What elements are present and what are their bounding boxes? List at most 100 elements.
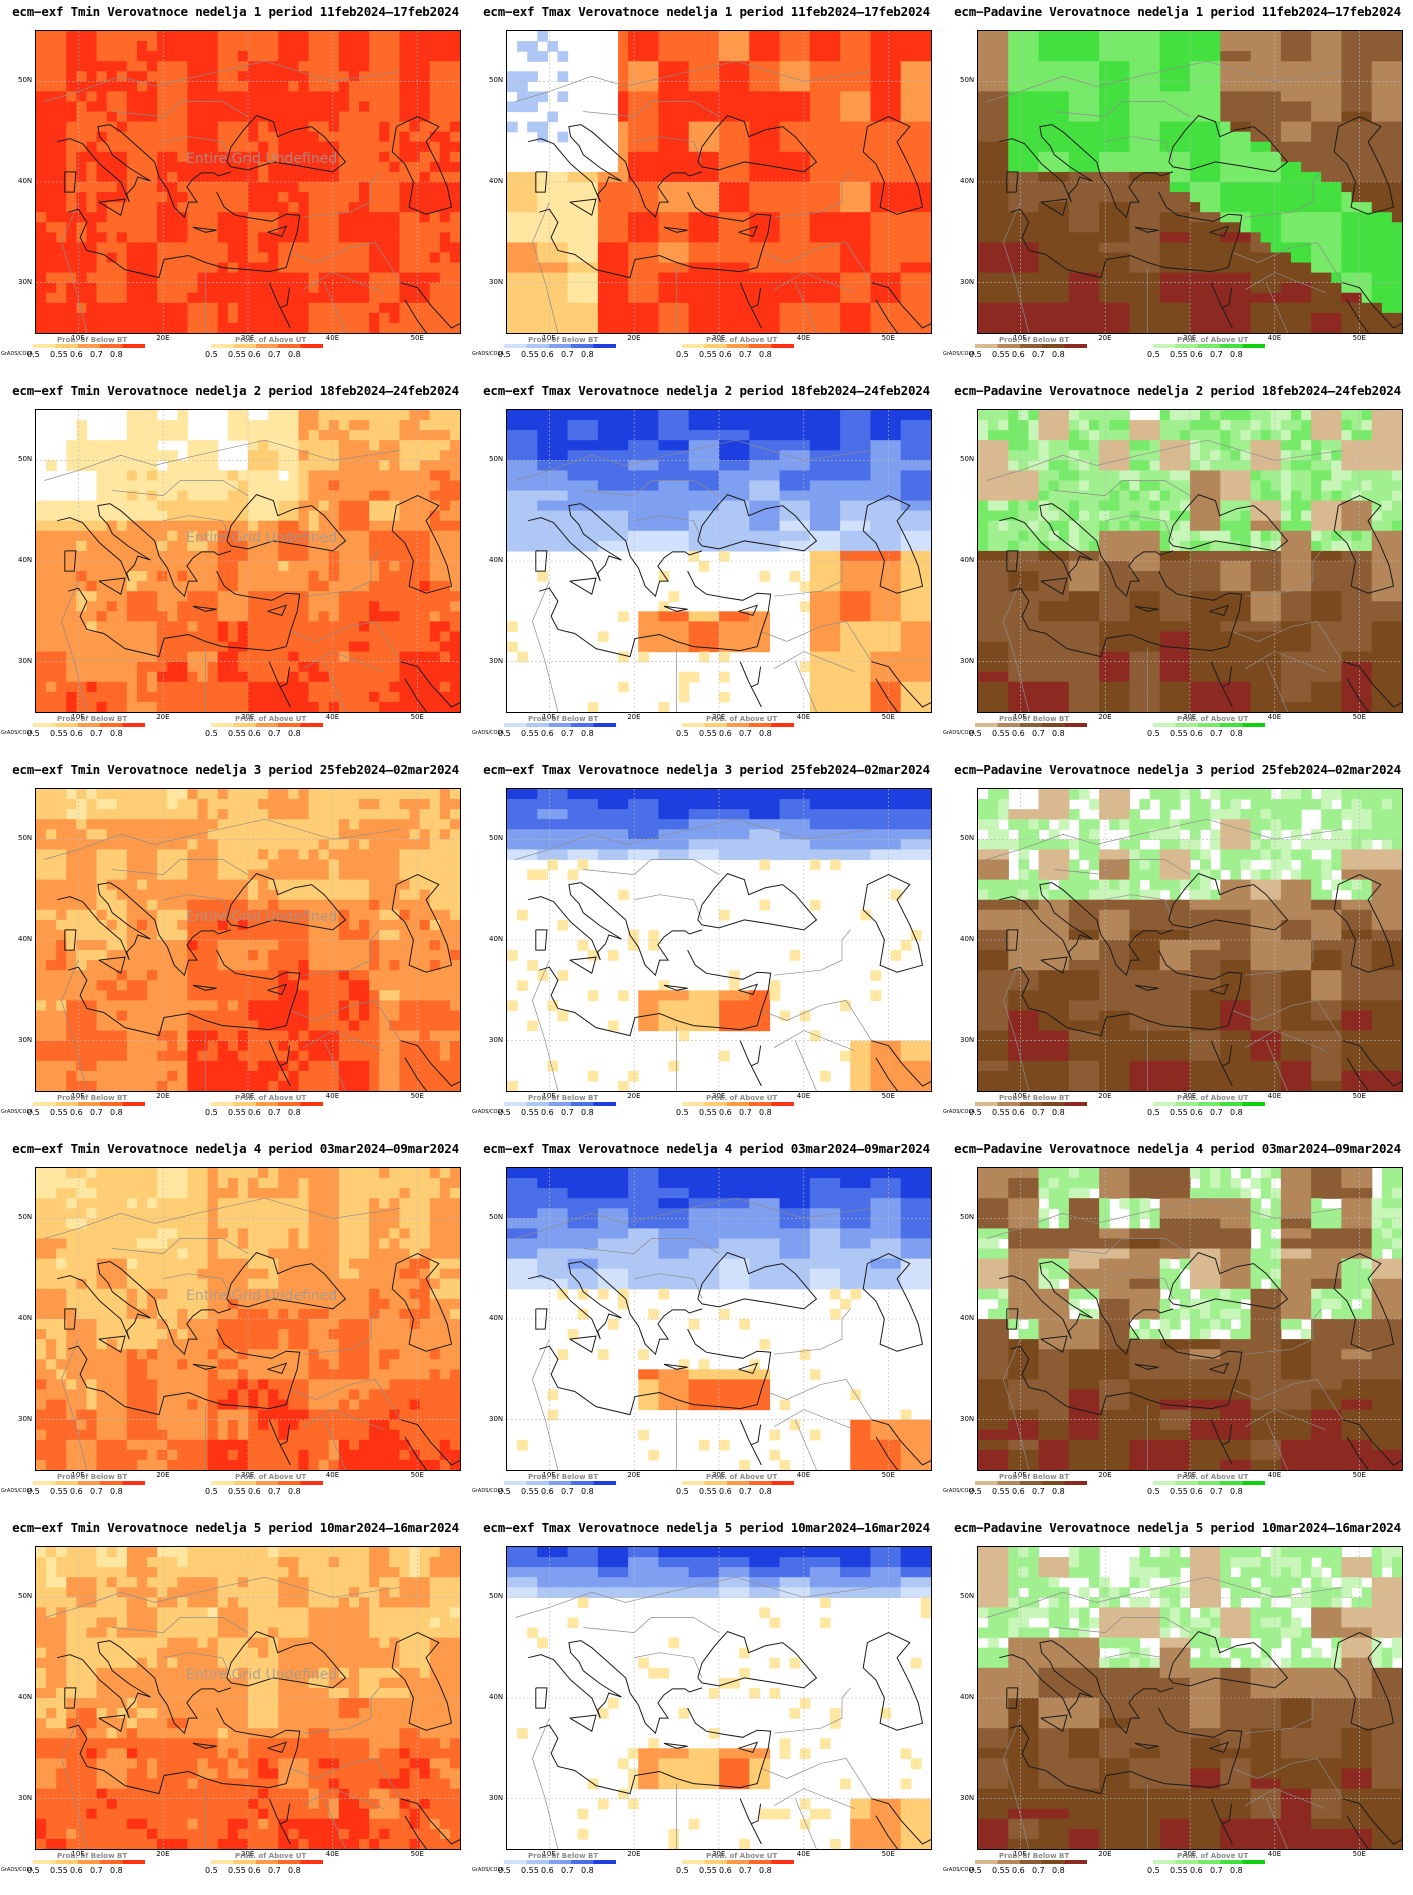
legend-tick-label: 0.7 xyxy=(1032,1108,1045,1117)
coastline xyxy=(68,1328,301,1416)
longitude-label: 10E xyxy=(71,713,85,721)
coastline xyxy=(862,1253,924,1352)
legend-tick-label: 0.8 xyxy=(1230,1866,1243,1875)
coastline xyxy=(279,1803,291,1825)
legend-tick-label: 0.55 xyxy=(50,729,68,738)
legend-tick-label: 0.7 xyxy=(1210,1487,1223,1496)
country-border xyxy=(986,60,1343,102)
coastline xyxy=(1168,494,1289,552)
latitude-label: 50N xyxy=(489,834,504,843)
coastline xyxy=(1051,882,1174,977)
country-border xyxy=(1244,272,1326,294)
legend-color-bar xyxy=(504,723,616,727)
longitude-label: 50E xyxy=(881,1850,895,1858)
latitude-label: 30N xyxy=(489,1035,504,1044)
legend-tick-label: 0.7 xyxy=(1032,1866,1045,1875)
latitude-label: 40N xyxy=(489,935,504,943)
longitude-label: 50E xyxy=(881,713,895,721)
coastline xyxy=(68,191,301,279)
legend-tick-label: 0.5 xyxy=(27,729,40,738)
coastline xyxy=(226,873,347,931)
longitude-label: 10E xyxy=(542,334,556,342)
longitude-label: 50E xyxy=(410,1092,424,1100)
coastline xyxy=(1209,983,1230,996)
legend-tick-label: 0.8 xyxy=(581,350,594,359)
coastline xyxy=(1168,1252,1289,1310)
country-border xyxy=(986,1576,1343,1618)
coastline xyxy=(1040,1335,1068,1353)
latitude-label: 50N xyxy=(18,1213,33,1222)
longitude-label: 30E xyxy=(712,713,726,721)
probability-map xyxy=(506,30,932,334)
longitude-label: 20E xyxy=(627,334,641,342)
country-border xyxy=(634,894,703,921)
panel-title: ecm−Padavine Verovatnoce nedelja 4 perio… xyxy=(954,1141,1401,1156)
legend-tick-label: 0.5 xyxy=(969,729,982,738)
coastline xyxy=(999,1640,1093,1719)
coastline xyxy=(1221,666,1233,688)
legend-tick-label: 0.7 xyxy=(268,729,281,738)
coastline xyxy=(400,282,460,329)
country-border xyxy=(515,818,872,860)
country-border xyxy=(794,282,817,333)
country-border xyxy=(61,580,88,712)
coastline xyxy=(738,1362,759,1375)
country-border xyxy=(302,651,384,673)
country-border xyxy=(1232,621,1343,662)
legend-tick-label: 0.55 xyxy=(1170,350,1188,359)
grads-credit: GrADS/COLA xyxy=(1,1109,33,1115)
coastline xyxy=(1051,124,1174,219)
legend-tick-label: 0.55 xyxy=(228,1866,246,1875)
panel-title: ecm−Padavine Verovatnoce nedelja 1 perio… xyxy=(954,4,1401,19)
below-threshold-label: Prob. of Below BT xyxy=(57,1852,128,1860)
longitude-label: 30E xyxy=(1183,1471,1197,1479)
coastline xyxy=(1040,956,1068,974)
legend-tick-label: 0.7 xyxy=(561,1866,574,1875)
legend-tick-label: 0.6 xyxy=(70,350,83,359)
above-threshold-label: Prob. of Above UT xyxy=(706,1852,778,1860)
latitude-label: 50N xyxy=(960,76,975,85)
country-border xyxy=(1244,1788,1326,1810)
country-border xyxy=(1105,894,1174,921)
below-threshold-label: Prob. of Below BT xyxy=(528,715,599,723)
longitude-label: 20E xyxy=(1098,1471,1112,1479)
legend-tick-label: 0.5 xyxy=(498,350,511,359)
legend-color-bar xyxy=(1153,723,1265,727)
probability-map: Entire Grid Undefined xyxy=(35,1167,461,1471)
legend-color-bar xyxy=(211,1102,323,1106)
longitude-label: 30E xyxy=(712,334,726,342)
coastline xyxy=(68,949,301,1037)
legend-tick-label: 0.55 xyxy=(50,350,68,359)
latitude-label: 50N xyxy=(18,455,33,464)
coastline xyxy=(109,882,232,977)
legend-tick-label: 0.6 xyxy=(248,350,261,359)
legend-tick-label: 0.6 xyxy=(70,1866,83,1875)
coastline xyxy=(697,873,818,931)
longitude-label: 20E xyxy=(627,1471,641,1479)
legend-color-bar xyxy=(1153,1102,1265,1106)
grads-credit: GrADS/COLA xyxy=(472,1109,504,1115)
legend-tick-label: 0.8 xyxy=(1230,729,1243,738)
forecast-panel: ecm−exf Tmax Verovatnoce nedelja 5 perio… xyxy=(471,1516,942,1895)
legend-color-bar xyxy=(33,723,145,727)
coastline xyxy=(391,1632,453,1731)
latitude-label: 30N xyxy=(489,1414,504,1423)
country-border xyxy=(44,60,401,102)
legend-tick-label: 0.55 xyxy=(699,729,717,738)
legend-tick-label: 0.8 xyxy=(759,1108,772,1117)
legend-tick-label: 0.8 xyxy=(1052,729,1065,738)
coastline xyxy=(404,299,428,333)
longitude-label: 50E xyxy=(881,334,895,342)
country-border xyxy=(1265,1040,1288,1091)
coastline xyxy=(1342,1798,1402,1845)
below-threshold-label: Prob. of Below BT xyxy=(999,1852,1070,1860)
legend-tick-label: 0.7 xyxy=(268,1866,281,1875)
legend-tick-label: 0.7 xyxy=(1032,350,1045,359)
color-legend: GrADS/COLA Prob. of Below BT 0.5 0.55 0.6 0.7… xyxy=(471,336,942,376)
legend-tick-label: 0.55 xyxy=(228,729,246,738)
longitude-label: 30E xyxy=(241,1471,255,1479)
country-border xyxy=(61,201,88,333)
legend-tick-label: 0.6 xyxy=(1190,1866,1203,1875)
legend-color-bar xyxy=(682,1860,794,1864)
forecast-panel: ecm−Padavine Verovatnoce nedelja 2 perio… xyxy=(942,379,1413,758)
